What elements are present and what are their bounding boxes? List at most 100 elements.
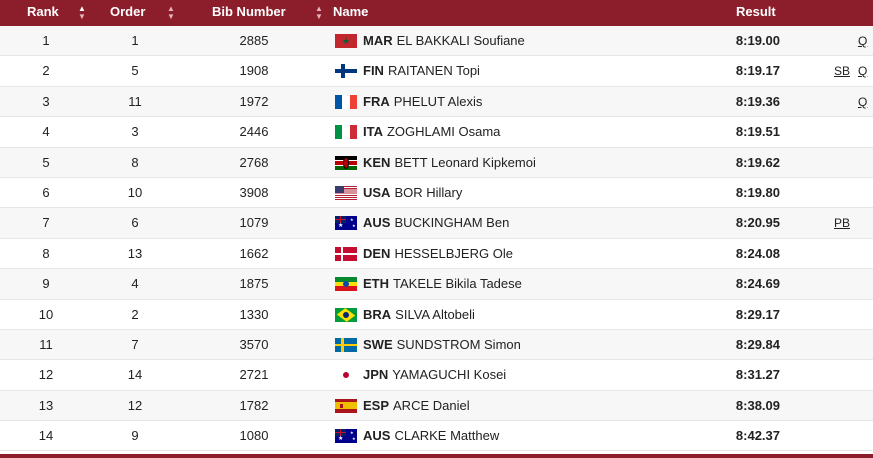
athlete-name: SUNDSTROM Simon xyxy=(396,336,521,352)
order-cell: 14 xyxy=(127,367,143,383)
rank-cell: 14 xyxy=(38,428,54,444)
header-rank[interactable]: Rank xyxy=(27,0,59,26)
athlete-name-cell[interactable]: KEN BETT Leonard Kipkemoi xyxy=(335,148,715,178)
rank-cell: 11 xyxy=(39,336,53,352)
athlete-name-cell[interactable]: JPN YAMAGUCHI Kosei xyxy=(335,360,715,390)
jpn-flag-icon xyxy=(335,368,357,383)
table-row: 5 8 2768 KEN BETT Leonard Kipkemoi 8:19.62 xyxy=(0,147,873,178)
order-cell: 12 xyxy=(127,397,143,413)
header-result[interactable]: Result xyxy=(736,0,776,26)
qualification-tag[interactable]: Q xyxy=(858,34,868,48)
athlete-name: HESSELBJERG Ole xyxy=(394,245,513,261)
mar-flag-icon: ★ xyxy=(335,34,357,48)
athlete-name-cell[interactable]: USA BOR Hillary xyxy=(335,178,715,208)
qualification-tag[interactable]: Q xyxy=(858,64,868,79)
fin-flag-icon xyxy=(335,64,357,79)
noc-code: AUS xyxy=(363,215,391,231)
athlete-name-cell[interactable]: ESP ARCE Daniel xyxy=(335,391,715,421)
bib-cell: 1079 xyxy=(239,215,269,231)
bib-cell: 1330 xyxy=(239,306,269,322)
order-sort-icon[interactable]: ▲ ▼ xyxy=(167,3,175,21)
table-row: 8 13 1662 DEN HESSELBJERG Ole 8:24.08 xyxy=(0,239,873,270)
athlete-name-cell[interactable]: DEN HESSELBJERG Ole xyxy=(335,239,715,269)
table-row: 7 6 1079 ★ ★ ★ AUS BUCKINGHAM Ben 8:20.95 PB xyxy=(0,208,873,239)
athlete-name-cell[interactable]: ★ ★ ★ AUS CLARKE Matthew xyxy=(335,421,715,451)
result-cell: 8:19.51 xyxy=(735,124,780,140)
table-row: 10 2 1330 BRA SILVA Altobeli 8:29.17 xyxy=(0,300,873,330)
rank-cell: 8 xyxy=(42,245,50,261)
bib-cell: 3908 xyxy=(239,184,269,200)
result-cell: 8:19.36 xyxy=(735,93,780,109)
bib-sort-icon[interactable]: ▲ ▼ xyxy=(315,3,323,21)
table-row: 3 11 1972 FRA PHELUT Alexis 8:19.36 Q xyxy=(0,86,873,118)
aus-flag-icon: ★ ★ ★ xyxy=(335,216,357,231)
header-rank-label: Rank xyxy=(27,4,59,19)
noc-code: FIN xyxy=(363,63,384,79)
order-cell: 6 xyxy=(131,215,139,231)
record-tag[interactable]: SB xyxy=(834,64,851,79)
athlete-name: BOR Hillary xyxy=(394,184,463,200)
rank-cell: 13 xyxy=(38,397,54,413)
athlete-name-cell[interactable]: ITA ZOGHLAMI Osama xyxy=(335,117,715,147)
noc-code: DEN xyxy=(363,245,391,261)
header-name[interactable]: Name xyxy=(333,0,368,26)
athlete-name: BETT Leonard Kipkemoi xyxy=(394,154,536,170)
rank-cell: 12 xyxy=(38,367,54,383)
table-row: 2 5 1908 FIN RAITANEN Topi 8:19.17 SB Q xyxy=(0,56,873,87)
noc-code: FRA xyxy=(363,93,390,109)
rank-cell: 4 xyxy=(42,124,50,140)
table-row: 11 7 3570 SWE SUNDSTROM Simon 8:29.84 xyxy=(0,329,873,361)
bib-cell: 2446 xyxy=(239,124,269,140)
athlete-name-cell[interactable]: ETH TAKELE Bikila Tadese xyxy=(335,269,715,299)
order-cell: 5 xyxy=(131,63,139,79)
table-row: 4 3 2446 ITA ZOGHLAMI Osama 8:19.51 xyxy=(0,117,873,148)
table-row: 9 4 1875 ETH TAKELE Bikila Tadese 8:24.69 xyxy=(0,269,873,300)
athlete-name-cell[interactable]: ★ ★ ★ AUS BUCKINGHAM Ben xyxy=(335,208,715,238)
rank-sort-icon[interactable]: ▲ ▼ xyxy=(78,3,86,21)
eth-flag-icon xyxy=(335,277,357,292)
den-flag-icon xyxy=(335,246,357,261)
order-cell: 8 xyxy=(131,154,139,170)
bib-cell: 2768 xyxy=(239,154,269,170)
ken-flag-icon xyxy=(335,155,357,170)
noc-code: KEN xyxy=(363,154,391,170)
athlete-name: RAITANEN Topi xyxy=(387,63,480,79)
athlete-name-cell[interactable]: FIN RAITANEN Topi xyxy=(335,56,715,86)
record-tag[interactable]: PB xyxy=(834,216,851,231)
rank-cell: 1 xyxy=(42,33,50,48)
table-header: Rank ▲ ▼ Order ▲ ▼ Bib Number ▲ ▼ Name Resu… xyxy=(0,0,873,26)
athlete-name: ARCE Daniel xyxy=(393,397,470,413)
rank-cell: 6 xyxy=(42,184,50,200)
bra-flag-icon xyxy=(335,307,357,322)
order-cell: 11 xyxy=(128,93,142,109)
athlete-name: PHELUT Alexis xyxy=(393,93,483,109)
noc-code: MAR xyxy=(363,33,393,48)
noc-code: ITA xyxy=(363,124,383,140)
qualification-tag[interactable]: Q xyxy=(858,94,868,109)
result-cell: 8:29.84 xyxy=(735,336,780,352)
noc-code: ESP xyxy=(363,397,390,413)
order-cell: 1 xyxy=(131,33,139,48)
aus-flag-icon: ★ ★ ★ xyxy=(335,429,357,444)
athlete-name-cell[interactable]: BRA SILVA Altobeli xyxy=(335,300,715,330)
result-cell: 8:38.09 xyxy=(735,397,780,413)
header-bib-number[interactable]: Bib Number xyxy=(212,0,286,26)
table-row: 12 14 2721 JPN YAMAGUCHI Kosei 8:31.27 xyxy=(0,360,873,391)
header-order[interactable]: Order xyxy=(110,0,145,26)
result-cell: 8:19.80 xyxy=(735,184,780,200)
header-bib-label: Bib Number xyxy=(212,4,286,19)
athlete-name-cell[interactable]: SWE SUNDSTROM Simon xyxy=(335,330,715,360)
bib-cell: 3570 xyxy=(239,336,269,352)
athlete-name-cell[interactable]: ★ MAR EL BAKKALI Soufiane xyxy=(335,26,715,56)
result-cell: 8:20.95 xyxy=(735,215,780,231)
bib-cell: 1080 xyxy=(239,428,269,444)
rank-cell: 7 xyxy=(42,215,50,231)
athlete-name-cell[interactable]: FRA PHELUT Alexis xyxy=(335,87,715,117)
bib-cell: 1782 xyxy=(239,397,269,413)
rank-cell: 5 xyxy=(42,154,50,170)
noc-code: AUS xyxy=(363,428,391,444)
ita-flag-icon xyxy=(335,125,357,140)
fra-flag-icon xyxy=(335,94,357,109)
noc-code: BRA xyxy=(363,306,392,322)
